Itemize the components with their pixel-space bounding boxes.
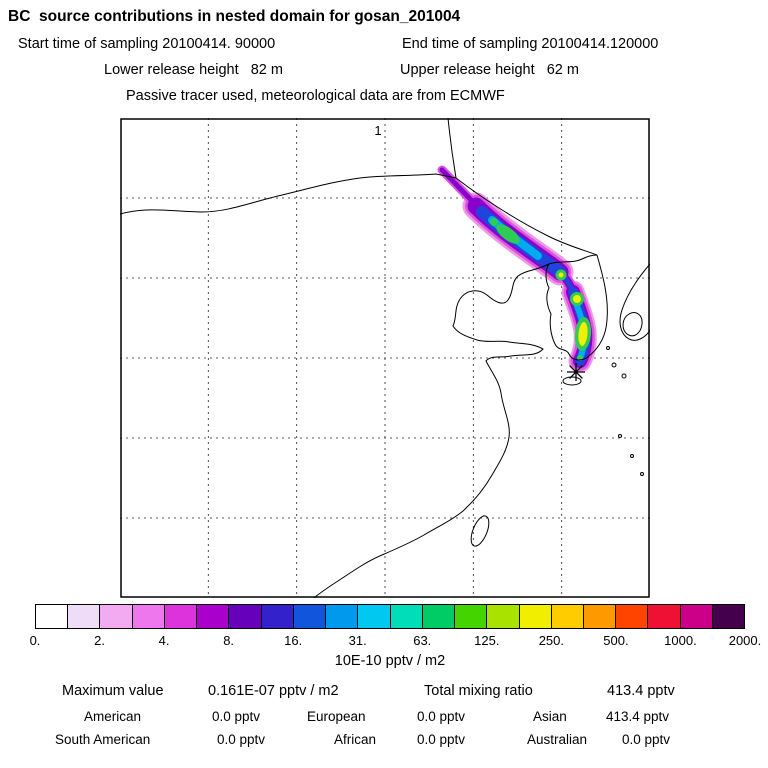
upper-release-text: Upper release height 62 m	[400, 62, 579, 78]
colorbar-cell	[163, 605, 197, 628]
contrib-african-label: African	[334, 732, 377, 747]
plume	[437, 165, 597, 373]
colorbar-cell	[647, 605, 680, 628]
colorbar-tick: 1000.	[664, 633, 697, 648]
page-title: BC source contributions in nested domain…	[8, 8, 461, 25]
colorbar-ticks: 0. 2. 4. 8. 16. 31. 63. 125. 250. 500. 1000. 2000.	[30, 633, 762, 649]
colorbar-cell	[228, 605, 261, 628]
colorbar-cell	[389, 605, 422, 628]
gosan-star-marker	[567, 363, 585, 381]
colorbar	[35, 604, 745, 629]
contrib-australian-value: 0.0 pptv	[622, 732, 671, 747]
colorbar-cell	[36, 605, 68, 628]
end-time-text: End time of sampling 20100414.120000	[402, 36, 659, 52]
colorbar-tick: 63.	[413, 633, 432, 648]
colorbar-cell	[615, 605, 648, 628]
colorbar-cell	[582, 605, 616, 628]
colorbar-cell	[196, 605, 229, 628]
colorbar-cell	[325, 605, 358, 628]
lower-release-text: Lower release height 82 m	[104, 62, 283, 78]
contrib-asian-value: 413.4 pptv	[606, 709, 670, 724]
contrib-american-value: 0.0 pptv	[212, 709, 261, 724]
contrib-american-label: American	[84, 709, 142, 724]
colorbar-tick: 500.	[603, 633, 629, 648]
colorbar-tick: 8.	[223, 633, 235, 648]
colorbar-cell	[357, 605, 390, 628]
contrib-european-value: 0.0 pptv	[417, 709, 466, 724]
tracer-info-text: Passive tracer used, meteorological data…	[126, 88, 505, 104]
total-mixing-value: 413.4 pptv	[607, 683, 675, 699]
max-value-text: 0.161E-07 pptv / m2	[208, 683, 339, 699]
colorbar-cell	[454, 605, 487, 628]
colorbar-cell	[421, 605, 455, 628]
coastlines	[120, 118, 650, 598]
start-time-text: Start time of sampling 20100414. 90000	[18, 36, 276, 52]
max-value-label: Maximum value	[62, 683, 164, 699]
colorbar-unit-label: 10E-10 pptv / m2	[334, 653, 446, 669]
contrib-south-american-label: South American	[55, 732, 151, 747]
contrib-european-label: European	[307, 709, 366, 724]
contrib-african-value: 0.0 pptv	[417, 732, 466, 747]
colorbar-tick: 16.	[284, 633, 303, 648]
colorbar-tick: 4.	[158, 633, 170, 648]
contrib-south-american-value: 0.0 pptv	[217, 732, 266, 747]
colorbar-tick: 2.	[94, 633, 105, 648]
colorbar-cell	[486, 605, 519, 628]
contrib-australian-label: Australian	[527, 732, 588, 747]
colorbar-cell	[131, 605, 164, 628]
colorbar-cell	[292, 605, 326, 628]
colorbar-tick: 125.	[474, 633, 500, 648]
colorbar-cell	[711, 605, 745, 628]
colorbar-tick: 31.	[348, 633, 367, 648]
colorbar-cell	[99, 605, 132, 628]
colorbar-cell	[260, 605, 293, 628]
total-mixing-label: Total mixing ratio	[424, 683, 533, 699]
colorbar-tick: 0.	[29, 633, 41, 648]
colorbar-cell	[679, 605, 712, 628]
map: 1	[120, 118, 650, 598]
colorbar-cell	[550, 605, 583, 628]
contrib-asian-label: Asian	[533, 709, 567, 724]
colorbar-cell	[518, 605, 551, 628]
taiwan-island	[470, 515, 490, 547]
colorbar-tick: 2000.	[728, 633, 762, 648]
station-number-label: 1	[374, 123, 381, 138]
colorbar-cell	[67, 605, 100, 628]
colorbar-tick: 250.	[538, 633, 565, 648]
jeju-island	[562, 376, 582, 386]
map-frame	[120, 118, 650, 598]
